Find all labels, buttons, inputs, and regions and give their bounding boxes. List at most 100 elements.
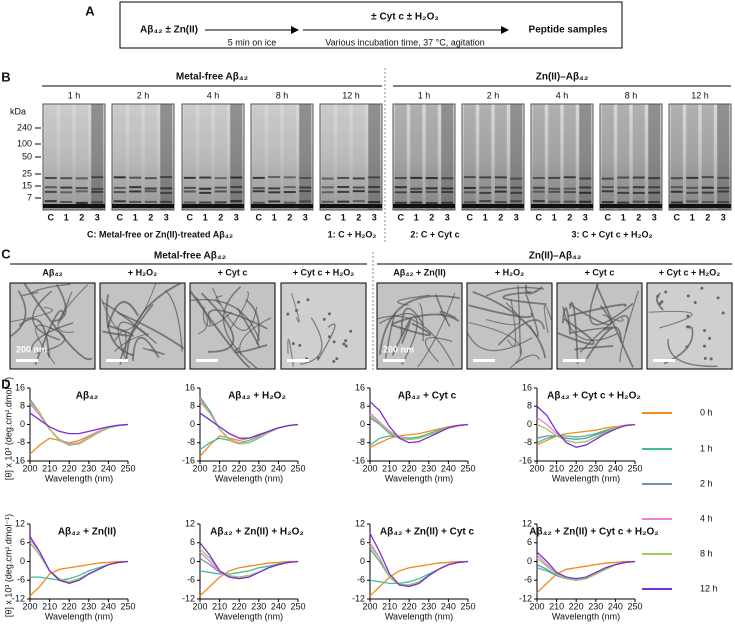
gel-band [60,191,73,194]
y-tick-label: -16 [182,455,195,465]
y-tick-label: -8 [187,437,195,447]
scheme-step: 5 min on ice [228,37,277,47]
gel-band [479,191,492,194]
cd-curve [536,423,636,444]
fibril [234,344,268,354]
scheme-step: Various incubation time, 37 °C, agitatio… [325,37,485,47]
gel-band [129,190,142,193]
aggregate [687,325,691,329]
gel-lane [337,104,350,210]
x-tick-label: 210 [212,601,227,611]
lane-label: C [467,212,474,222]
gel-lane [252,104,265,210]
gel-band [368,186,381,189]
chart-title: Aβ₄₂ [76,391,99,402]
fibril [515,354,540,364]
fibril [439,310,456,320]
tem-image [99,282,186,370]
gel-time: 2 h [487,90,500,100]
panel-label: D [1,376,10,391]
y-tick-label: 16 [185,382,195,392]
fibril [117,311,185,350]
image-caption: + H₂O₂ [495,267,524,277]
gel-lane [494,104,507,210]
gel-band [601,177,614,180]
fibril [468,304,533,318]
caption: 1: C + H₂O₂ [328,229,377,239]
gel-band [368,201,381,204]
fibril [418,303,424,342]
gel-lane [299,104,312,210]
gel-band [686,186,699,189]
fibril [114,330,127,352]
gel-band [601,201,614,204]
fibril [101,301,149,337]
gel-band [670,190,683,193]
gel-band [410,190,423,193]
gel-band [144,200,157,203]
scale-bar-label: 200 nm [383,344,414,354]
y-tick-label: 0 [20,556,25,566]
y-tick-label: 12 [15,518,25,528]
fibril [589,283,634,326]
x-tick-label: 240 [441,463,456,473]
y-tick-label: 8 [360,401,365,411]
gel-band [479,186,492,189]
cd-curve [369,560,468,597]
gel-lane [548,104,561,210]
aggregate [709,357,713,361]
gel-band [463,191,476,194]
x-tick-label: 200 [192,601,207,611]
gel-lane [410,104,423,210]
gel-band [410,187,423,190]
fibril [574,344,614,351]
gel-band [510,177,523,180]
fibril [300,317,323,365]
gel-band [463,201,476,204]
fibril [229,290,249,330]
marker-label: 15 [22,180,32,190]
fibril [189,290,251,369]
gel-lane [352,104,365,210]
aggregate [327,335,331,339]
x-tick-label: 200 [22,601,37,611]
caption: 2: C + Cyt c [410,229,459,239]
aggregate [693,301,697,305]
lane-label: 2 [705,212,710,222]
gel-band [441,187,454,190]
fibril [468,322,522,369]
image-caption: + Cyt c + H₂O₂ [659,267,721,277]
gel-time: 2 h [137,90,150,100]
gel-band [701,191,714,194]
lane-label: 3 [303,212,308,222]
lane-label: 1 [552,212,557,222]
gel-band [160,176,173,179]
gel-lane [394,104,407,210]
y-tick-label: 8 [527,401,532,411]
cd-curve [369,401,469,444]
gel-band [368,190,381,193]
fibril [466,332,533,352]
x-tick-label: 220 [62,463,77,473]
y-tick-label: 8 [20,401,25,411]
gel-band [129,176,142,179]
gel-lane [717,104,730,210]
scheme-output: Peptide samples [529,25,608,36]
fibril [57,284,89,333]
gel-time: 1 h [418,90,431,100]
aggregate [298,343,302,347]
fibril [568,303,612,326]
x-tick-label: 220 [402,463,417,473]
gel-band [532,176,545,179]
gel-band [563,176,576,179]
aggregate [721,311,725,315]
x-tick-label: 200 [192,463,207,473]
gel-band [160,200,173,203]
fibril [222,286,258,369]
gel-lane [441,104,454,210]
fibril [142,347,165,355]
gel-time: 4 h [207,90,220,100]
aggregate [702,344,706,348]
y-tick-label: 0 [360,556,365,566]
fibril [595,284,634,368]
